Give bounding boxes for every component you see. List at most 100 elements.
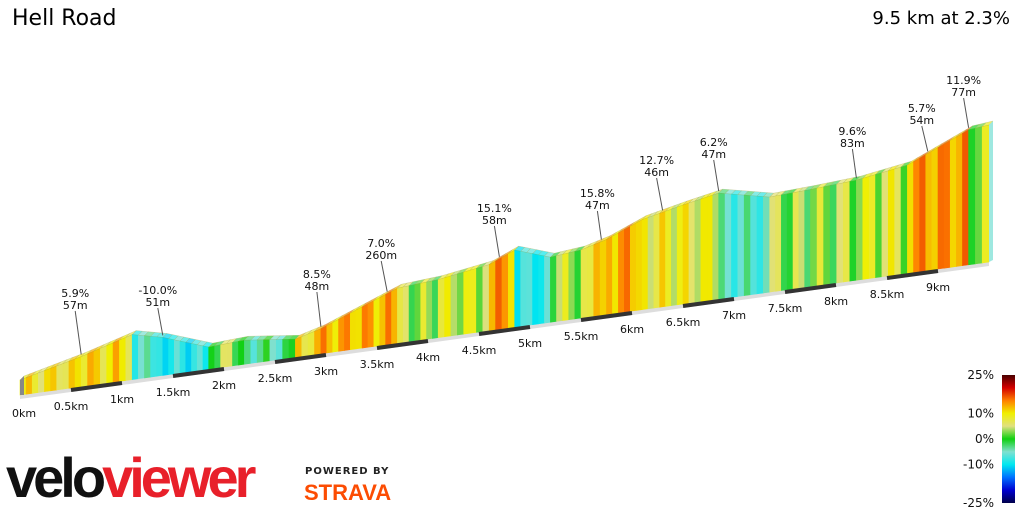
distance-bar	[70, 381, 123, 392]
profile-segment	[263, 339, 271, 362]
profile-segment	[520, 250, 527, 327]
profile-segment	[862, 176, 870, 280]
profile-segment	[361, 303, 369, 349]
profile-segment	[196, 344, 204, 372]
annotation-grade: 15.1%	[477, 202, 512, 215]
profile-segment	[580, 246, 588, 319]
profile-segment	[700, 196, 708, 302]
segment-summary: 9.5 km at 2.3%	[872, 8, 1010, 29]
profile-segment	[900, 164, 908, 275]
profile-segment	[706, 194, 714, 302]
profile-segment	[87, 350, 95, 387]
annotation-grade: 7.0%	[367, 237, 395, 250]
profile-segment	[875, 172, 883, 278]
profile-segment	[373, 297, 381, 347]
distance-bar	[376, 339, 429, 350]
profile-segment	[214, 344, 221, 369]
profile-segment	[56, 363, 64, 391]
profile-segment	[743, 194, 751, 296]
profile-segment	[856, 177, 864, 281]
annotation-leader-line	[963, 97, 970, 128]
profile-segment	[93, 347, 101, 386]
profile-segment	[550, 255, 557, 323]
powered-by-label: POWERED BY	[305, 466, 390, 477]
legend-label: -25%	[963, 496, 994, 510]
veloviewer-logo: veloviewer	[6, 446, 256, 509]
x-tick-label: 6km	[620, 323, 644, 336]
x-tick-label: 6.5km	[666, 316, 701, 329]
annotation-grade: 8.5%	[303, 268, 331, 281]
x-tick-label: 7.5km	[768, 302, 803, 315]
strava-logo[interactable]: STRAVA	[304, 480, 392, 505]
profile-segment	[737, 194, 745, 297]
profile-segment	[937, 143, 945, 270]
profile-segment	[968, 127, 976, 266]
annotation-length: 54m	[909, 114, 934, 127]
profile-segment	[350, 309, 357, 351]
x-tick-label: 2km	[212, 379, 236, 392]
profile-segment	[792, 191, 800, 290]
x-tick-label: 4.5km	[462, 344, 497, 357]
profile-segment	[244, 339, 252, 365]
profile-segment	[532, 253, 539, 325]
profile-segment	[925, 150, 933, 272]
profile-segment	[332, 318, 339, 353]
profile-segment	[476, 266, 484, 333]
x-tick-label: 1km	[110, 393, 134, 406]
profile-segment	[344, 312, 351, 351]
profile-segment	[106, 342, 114, 384]
annotation-grade: 5.7%	[908, 102, 936, 115]
profile-segment	[444, 275, 452, 338]
profile-segment	[781, 193, 788, 291]
profile-segment	[408, 284, 416, 342]
profile-segment	[463, 269, 471, 335]
annotation-leader-line	[596, 210, 602, 240]
distance-bar	[478, 325, 531, 336]
profile-segment	[208, 345, 215, 370]
profile-segment	[495, 256, 503, 331]
profile-segment	[402, 285, 410, 343]
x-tick-label: 3.5km	[360, 358, 395, 371]
profile-segment	[338, 315, 345, 352]
profile-segment	[450, 273, 458, 337]
profile-segment	[320, 325, 328, 355]
profile-segment	[574, 249, 582, 320]
profile-segment	[432, 279, 439, 339]
profile-segment	[238, 339, 245, 366]
annotation-length: 58m	[482, 214, 507, 227]
profile-segment	[62, 360, 70, 390]
profile-segment	[185, 341, 192, 373]
profile-segment	[587, 244, 595, 318]
profile-segment	[125, 334, 133, 381]
profile-segment	[202, 345, 209, 371]
x-tick-label: 4km	[416, 351, 440, 364]
profile-segment	[282, 339, 290, 360]
profile-segment	[750, 195, 758, 296]
profile-segment	[131, 334, 139, 380]
profile-segment	[144, 335, 151, 379]
annotation-length: 47m	[701, 148, 726, 161]
profile-segment	[849, 179, 857, 282]
profile-segment	[593, 241, 601, 317]
x-tick-label: 8.5km	[870, 288, 905, 301]
distance-bar	[172, 367, 225, 378]
profile-segment	[894, 166, 902, 276]
profile-segment	[437, 277, 445, 338]
profile-segment	[786, 192, 794, 291]
profile-segment	[38, 370, 45, 393]
x-tick-label: 0.5km	[54, 400, 89, 413]
x-tick-label: 5.5km	[564, 330, 599, 343]
profile-segment	[173, 339, 181, 375]
profile-segment	[326, 321, 333, 354]
profile-end-face	[989, 121, 993, 262]
profile-start-face	[20, 376, 24, 395]
distance-bar	[886, 269, 939, 280]
profile-segment	[68, 358, 76, 389]
profile-segment	[949, 136, 957, 268]
profile-segment	[112, 339, 120, 383]
profile-segment	[671, 206, 678, 306]
profile-segment	[469, 267, 477, 334]
annotation-grade: 11.9%	[946, 74, 981, 87]
profile-segment	[288, 338, 296, 359]
